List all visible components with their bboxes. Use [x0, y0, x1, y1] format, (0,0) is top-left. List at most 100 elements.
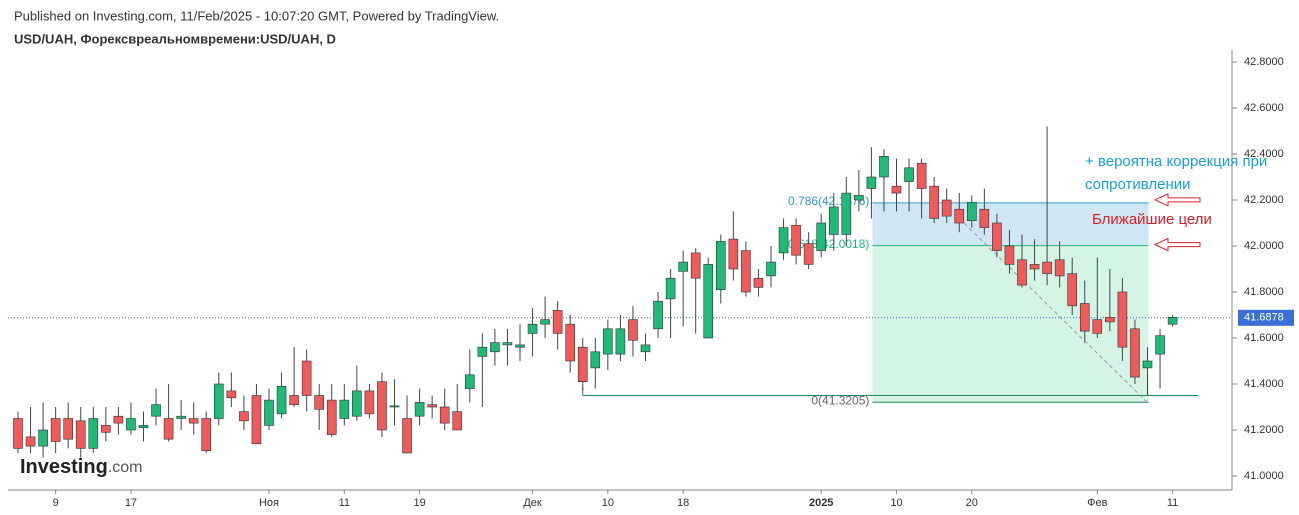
candle-body [414, 402, 425, 417]
candle-body [527, 323, 538, 334]
y-tick-label: 41.8000 [1244, 286, 1284, 298]
y-tick-label: 41.2000 [1244, 424, 1284, 436]
candle-body [113, 415, 124, 424]
candle-body [778, 227, 789, 254]
candle-body [490, 342, 500, 353]
y-tick-label: 41.0000 [1244, 470, 1284, 482]
candle-body [904, 167, 914, 182]
x-tick-label: 20 [966, 497, 978, 509]
candle-body [439, 406, 450, 424]
candle-body [1155, 335, 1165, 355]
candle-body [452, 411, 463, 431]
y-tick-label: 42.2000 [1244, 194, 1284, 206]
candle-body [552, 310, 563, 334]
annotation: + вероятна коррекция при [1085, 153, 1267, 170]
candle-body [38, 429, 48, 447]
candle-body [126, 418, 136, 431]
candle-body [1017, 259, 1027, 286]
candle-body [326, 399, 337, 435]
candle-body [477, 346, 488, 357]
candle-body [628, 319, 638, 341]
candle-body [201, 418, 212, 452]
candle-body [929, 185, 939, 219]
symbol: USD/UAH, Форексвреальномвремени:USD/UAH,… [14, 31, 336, 46]
candle-body [63, 418, 74, 440]
candle-body [1054, 259, 1065, 277]
candle-body [992, 222, 1002, 251]
candle-body [1079, 303, 1090, 332]
candle-body [101, 425, 111, 433]
candle-body [151, 404, 161, 417]
candle-body [954, 208, 965, 224]
candle-body [854, 195, 864, 201]
arrow [1153, 237, 1201, 252]
candle-body [13, 418, 23, 449]
published: Published on Investing.com, 11/Feb/2025 … [14, 8, 499, 23]
candle-body [188, 418, 199, 424]
candle-body [1105, 316, 1115, 323]
candle-body [515, 344, 525, 348]
candle-body [816, 222, 827, 251]
x-tick-label: 9 [53, 497, 59, 509]
candle-body [577, 346, 588, 383]
x-tick-label: Дек [523, 497, 542, 509]
candle-body [1092, 319, 1103, 334]
candle-body [1067, 273, 1077, 307]
candle-body [75, 420, 86, 449]
candle-body [841, 192, 852, 235]
candle-body [264, 399, 274, 426]
candle-body [540, 319, 550, 325]
candle-body [25, 436, 36, 447]
candle-body [979, 208, 990, 228]
logo: Investing.com [20, 456, 142, 478]
y-tick-label: 41.6000 [1244, 332, 1284, 344]
x-tick-label: 17 [125, 497, 137, 509]
candle-body [891, 185, 902, 194]
trend-line [958, 218, 1148, 403]
candle-body [1117, 291, 1128, 348]
last-price-box [1238, 309, 1294, 326]
candle-body [866, 176, 877, 189]
candle-body [1004, 245, 1015, 265]
candle-body [1167, 316, 1178, 325]
x-tick-label: Фев [1087, 497, 1107, 509]
fib-zone-lower [872, 245, 1149, 403]
candle-body [653, 300, 663, 330]
candle-body [377, 381, 387, 431]
x-tick-label: 11 [1167, 497, 1178, 509]
candle-body [741, 250, 751, 293]
arrow [1153, 193, 1201, 207]
candle-body [389, 405, 400, 408]
fib-label: 0(41.3205) [811, 393, 869, 407]
candle-body [753, 277, 764, 288]
candle-body [314, 395, 325, 410]
candle-body [176, 415, 186, 419]
candle-body [590, 351, 601, 369]
y-tick-label: 42.4000 [1244, 148, 1284, 160]
x-tick-label: 18 [677, 497, 689, 509]
candle-body [402, 418, 412, 454]
logo-suffix: .com [108, 459, 143, 476]
y-tick-label: 41.4000 [1244, 378, 1284, 390]
candle-body [427, 404, 437, 408]
candle-body [640, 344, 651, 353]
last-price-label: 41.6878 [1244, 312, 1284, 324]
annotation: Ближайшие цели [1092, 211, 1212, 228]
annotation: сопротивлении [1085, 176, 1191, 193]
y-tick-label: 42.6000 [1244, 102, 1284, 114]
x-tick-label: 2025 [809, 497, 833, 509]
x-tick-label: 10 [890, 497, 902, 509]
candle-body [163, 418, 174, 440]
candle-body [50, 418, 61, 442]
fib-zone-upper [872, 202, 1149, 246]
candle-body [966, 202, 977, 222]
candle-body [138, 425, 149, 428]
x-tick-label: 10 [602, 497, 614, 509]
candle-body [502, 342, 513, 346]
candle-body [678, 261, 688, 272]
candle-body [828, 206, 839, 235]
candle-body [916, 162, 927, 189]
candle-body [251, 395, 262, 445]
x-tick-label: 11 [339, 497, 350, 509]
